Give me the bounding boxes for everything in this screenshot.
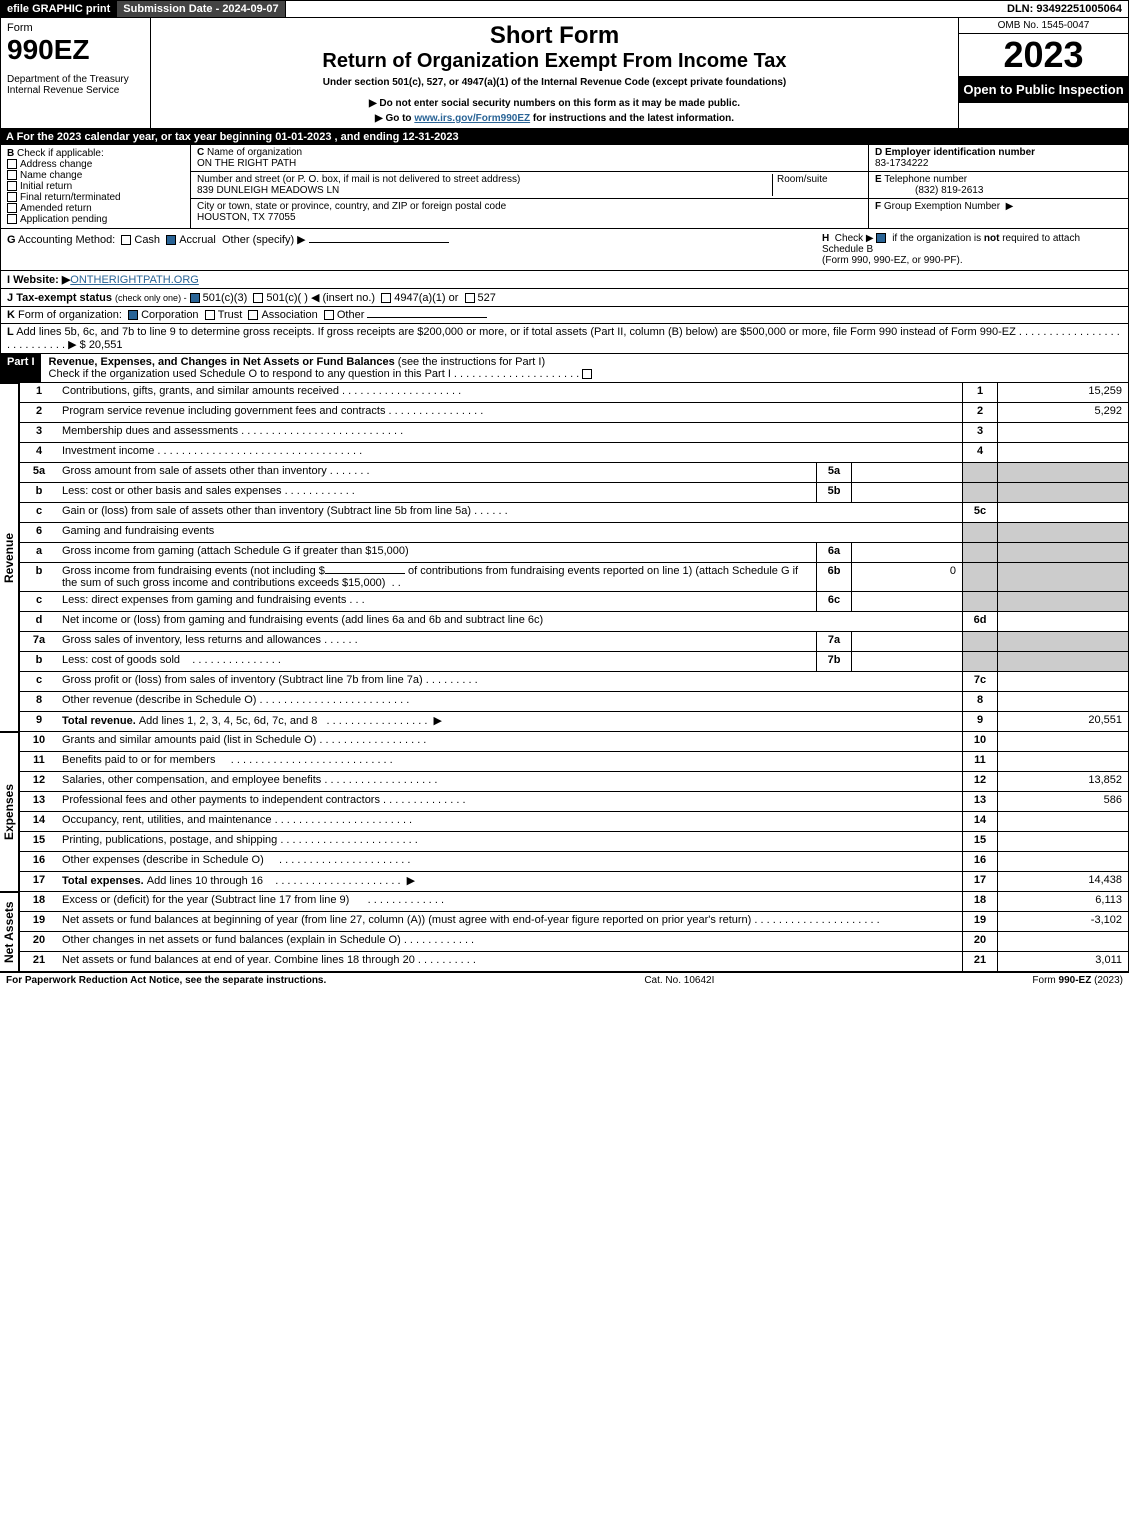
schedule-b-checkbox[interactable] [876, 233, 886, 243]
final-return-checkbox[interactable] [7, 192, 17, 202]
gross-receipts: $ 20,551 [80, 339, 123, 351]
schedule-o-checkbox[interactable] [582, 369, 592, 379]
501c-checkbox[interactable] [253, 293, 263, 303]
corp-checkbox[interactable] [128, 310, 138, 320]
info-block: B Check if applicable: Address change Na… [0, 145, 1129, 229]
form-ref: Form 990-EZ (2023) [1032, 975, 1123, 986]
line-1-value: 15,259 [998, 383, 1128, 402]
line-18-value: 6,113 [998, 892, 1128, 911]
name-change-checkbox[interactable] [7, 170, 17, 180]
efile-label: efile GRAPHIC print [1, 1, 117, 17]
form-header: Form 990EZ Department of the Treasury In… [0, 18, 1129, 129]
addr-change-checkbox[interactable] [7, 159, 17, 169]
section-def: D Employer identification number 83-1734… [868, 145, 1128, 228]
submission-date: Submission Date - 2024-09-07 [117, 1, 285, 17]
line-9-value: 20,551 [998, 712, 1128, 731]
line-17-value: 14,438 [998, 872, 1128, 891]
section-k: K Form of organization: Corporation Trus… [0, 307, 1129, 324]
501c3-checkbox[interactable] [190, 293, 200, 303]
line-12-value: 13,852 [998, 772, 1128, 791]
tax-year: 2023 [959, 34, 1128, 76]
dept-treasury: Department of the Treasury [7, 74, 144, 85]
accrual-checkbox[interactable] [166, 235, 176, 245]
other-org-checkbox[interactable] [324, 310, 334, 320]
ein: 83-1734222 [875, 158, 928, 169]
initial-return-checkbox[interactable] [7, 181, 17, 191]
goto-instructions: ▶ Go to www.irs.gov/Form990EZ for instru… [157, 113, 952, 124]
section-j: J Tax-exempt status (check only one) - 5… [0, 289, 1129, 307]
section-gh: G Accounting Method: Cash Accrual Other … [0, 229, 1129, 271]
ssn-warning: ▶ Do not enter social security numbers o… [157, 98, 952, 109]
revenue-label: Revenue [0, 383, 19, 732]
irs-link[interactable]: www.irs.gov/Form990EZ [414, 113, 530, 124]
omb-number: OMB No. 1545-0047 [959, 18, 1128, 34]
expenses-label: Expenses [0, 732, 19, 892]
section-c: C Name of organization ON THE RIGHT PATH… [191, 145, 868, 228]
section-a: A For the 2023 calendar year, or tax yea… [0, 129, 1129, 145]
subtitle: Under section 501(c), 527, or 4947(a)(1)… [157, 77, 952, 88]
form-word: Form [7, 22, 144, 34]
line-21-value: 3,011 [998, 952, 1128, 971]
main-title: Return of Organization Exempt From Incom… [157, 50, 952, 73]
org-city: HOUSTON, TX 77055 [197, 212, 296, 223]
net-assets-label: Net Assets [0, 892, 19, 972]
org-name: ON THE RIGHT PATH [197, 158, 296, 169]
room-suite: Room/suite [772, 174, 862, 196]
section-i: I Website: ▶ONTHERIGHTPATH.ORG [0, 271, 1129, 289]
527-checkbox[interactable] [465, 293, 475, 303]
section-b: B Check if applicable: Address change Na… [1, 145, 191, 228]
trust-checkbox[interactable] [205, 310, 215, 320]
telephone: (832) 819-2613 [875, 185, 983, 196]
paperwork-notice: For Paperwork Reduction Act Notice, see … [6, 975, 326, 986]
section-h: H Check ▶ if the organization is not req… [822, 233, 1122, 266]
top-bar: efile GRAPHIC print Submission Date - 20… [0, 0, 1129, 18]
line-6b-value: 0 [852, 563, 962, 591]
open-to-public: Open to Public Inspection [959, 76, 1128, 103]
line-2-value: 5,292 [998, 403, 1128, 422]
line-13-value: 586 [998, 792, 1128, 811]
section-l: L Add lines 5b, 6c, and 7b to line 9 to … [0, 324, 1129, 354]
amended-return-checkbox[interactable] [7, 203, 17, 213]
short-form-title: Short Form [157, 22, 952, 50]
website-link[interactable]: ONTHERIGHTPATH.ORG [70, 274, 199, 286]
app-pending-checkbox[interactable] [7, 214, 17, 224]
assoc-checkbox[interactable] [248, 310, 258, 320]
cash-checkbox[interactable] [121, 235, 131, 245]
form-number: 990EZ [7, 34, 144, 66]
irs-label: Internal Revenue Service [7, 85, 144, 96]
page-footer: For Paperwork Reduction Act Notice, see … [0, 972, 1129, 988]
4947-checkbox[interactable] [381, 293, 391, 303]
part-i-header: Part I Revenue, Expenses, and Changes in… [0, 354, 1129, 383]
cat-no: Cat. No. 10642I [644, 975, 714, 986]
org-address: 839 DUNLEIGH MEADOWS LN [197, 185, 339, 196]
line-19-value: -3,102 [998, 912, 1128, 931]
dln: DLN: 93492251005064 [1001, 1, 1128, 17]
